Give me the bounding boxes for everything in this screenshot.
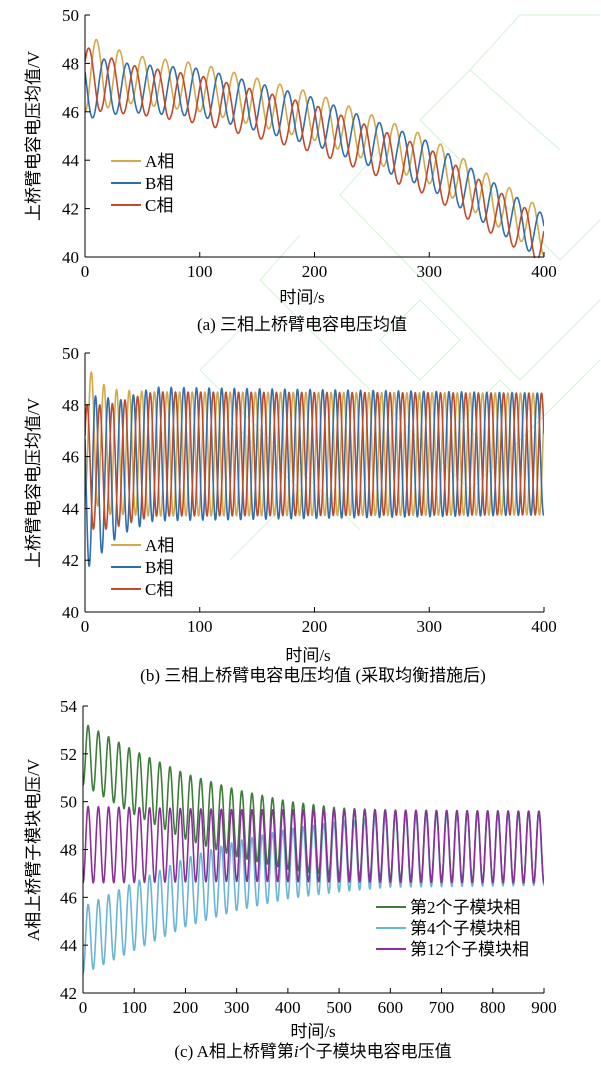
x-tick-label: 200	[173, 998, 199, 1017]
x-tick-label: 400	[275, 998, 301, 1017]
y-tick-label: 40	[62, 603, 79, 622]
x-axis-title: 时间/s	[285, 646, 330, 665]
legend-label: C相	[145, 580, 173, 599]
x-axis-title: 时间/s	[279, 288, 324, 307]
x-tick-label: 500	[326, 998, 352, 1017]
y-tick-label: 48	[62, 396, 79, 415]
x-tick-label: 400	[531, 617, 557, 636]
chart-caption: (a) 三相上桥臂电容电压均值	[197, 315, 407, 334]
chart-panel-c: 0 100 200 300 400 500 600 700 800 900 42 44 46 48 50 52…	[24, 697, 557, 1061]
legend-label: 第12个子模块相	[410, 940, 529, 959]
legend-label: B相	[145, 558, 173, 577]
y-tick-label: 54	[60, 697, 78, 716]
y-tick-label: 50	[62, 344, 79, 363]
x-tick-label: 800	[480, 998, 506, 1017]
legend-label: A相	[145, 152, 174, 171]
y-tick-label: 46	[62, 448, 79, 467]
watermark-stroke	[379, 299, 461, 381]
y-axis-title: 上桥臂电容电压均值/V	[24, 397, 43, 568]
x-tick-label: 100	[187, 262, 213, 281]
watermark-stroke	[469, 14, 600, 151]
series-line-3	[85, 391, 544, 530]
y-tick-label: 44	[60, 936, 78, 955]
y-tick-label: 46	[60, 888, 77, 907]
y-tick-label: 42	[62, 551, 79, 570]
y-tick-label: 46	[62, 103, 79, 122]
series-line-3	[85, 47, 544, 258]
legend-label: 第2个子模块相	[410, 898, 521, 917]
x-tick-label: 300	[417, 262, 443, 281]
y-tick-label: 50	[60, 793, 77, 812]
legend-label: 第4个子模块相	[410, 919, 521, 938]
series-line-3	[83, 805, 544, 884]
y-tick-label: 48	[60, 841, 77, 860]
legend-label: C相	[145, 196, 173, 215]
chart-caption: (b) 三相上桥臂电容电压均值 (采取均衡措施后)	[140, 666, 486, 685]
x-tick-label: 300	[224, 998, 250, 1017]
x-tick-label: 200	[302, 617, 328, 636]
y-tick-label: 44	[62, 151, 80, 170]
y-tick-label: 42	[62, 200, 79, 219]
chart-caption: (c) A相上桥臂第i个子模块电容电压值	[174, 1042, 451, 1061]
y-tick-label: 44	[62, 499, 80, 518]
legend: A相 B相 C相	[111, 152, 174, 215]
y-tick-label: 48	[62, 54, 79, 73]
y-tick-label: 52	[60, 745, 77, 764]
y-tick-label: 42	[60, 984, 77, 1003]
series-line-2	[85, 386, 544, 567]
x-tick-label: 600	[378, 998, 404, 1017]
y-tick-label: 50	[62, 6, 79, 25]
x-tick-label: 100	[121, 998, 147, 1017]
series-line-1	[85, 38, 544, 257]
x-tick-label: 0	[79, 998, 88, 1017]
x-tick-label: 900	[531, 998, 557, 1017]
y-tick-label: 40	[62, 248, 79, 267]
legend-label: A相	[145, 536, 174, 555]
watermark-stroke	[339, 149, 601, 381]
legend-label: B相	[145, 174, 173, 193]
x-tick-label: 200	[302, 262, 328, 281]
chart-panel-b: 0 100 200 300 400 40 42 44 46 48 50 时间/s 上桥臂电容电压均值/V…	[24, 344, 557, 685]
x-tick-label: 700	[429, 998, 455, 1017]
x-tick-label: 300	[417, 617, 443, 636]
caption-part: (c) A相上桥臂第	[174, 1042, 293, 1061]
series-line-2	[85, 58, 544, 252]
y-axis-title: 上桥臂电容电压均值/V	[24, 50, 43, 221]
watermark-stroke	[419, 69, 601, 261]
x-tick-label: 0	[81, 617, 90, 636]
x-axis-title: 时间/s	[290, 1022, 335, 1041]
legend: A相 B相 C相	[111, 536, 174, 599]
x-tick-label: 100	[187, 617, 213, 636]
x-tick-label: 400	[531, 262, 557, 281]
y-axis-title: A相上桥臂子模块电压/V	[24, 758, 43, 941]
chart-panel-a: 0 100 200 300 400 40 42 44 46 48 50 时间/s 上桥臂电容电压均值/V…	[24, 6, 557, 334]
caption-part: i	[294, 1042, 299, 1061]
caption-part: 个子模块电容电压值	[299, 1042, 452, 1061]
x-tick-label: 0	[81, 262, 90, 281]
